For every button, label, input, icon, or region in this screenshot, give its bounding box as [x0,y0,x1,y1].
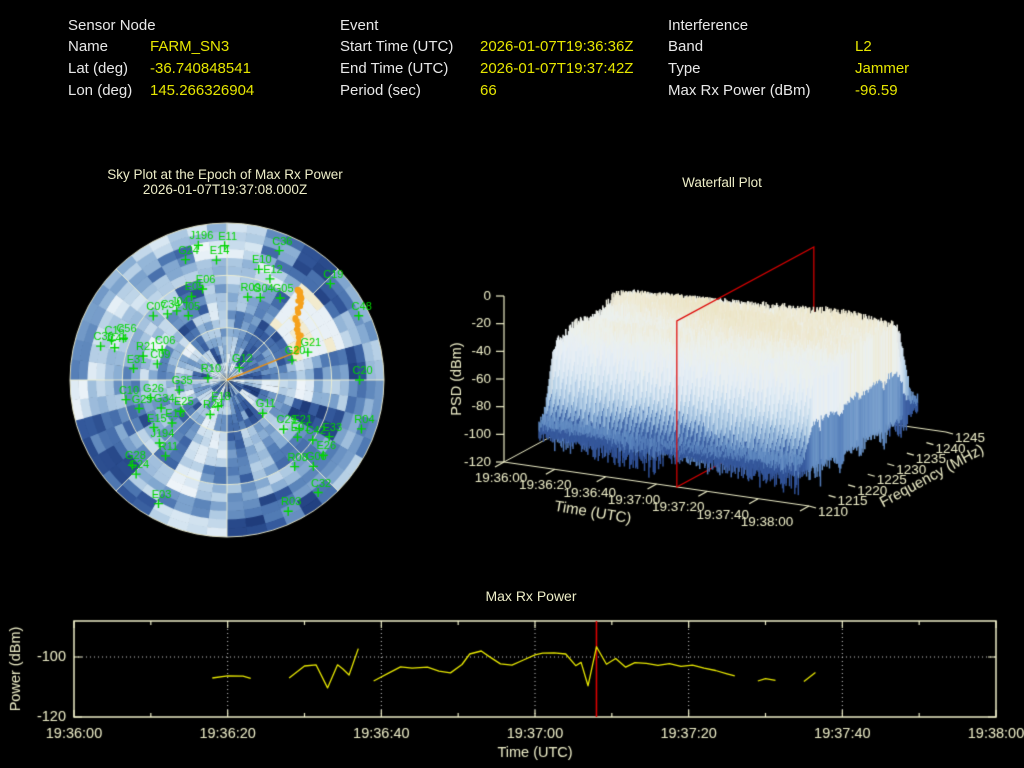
field-label: Lat (deg) [68,60,129,77]
sensor-node-panel-title: Sensor Node [68,17,156,34]
interference-type-row: Type Jammer [668,58,909,80]
field-value: -96.59 [855,82,898,99]
interference-band-row: Band L2 [668,36,909,58]
field-label: End Time (UTC) [340,60,449,77]
field-value: FARM_SN3 [150,38,230,55]
field-label: Name [68,38,109,55]
event-end-row: End Time (UTC) 2026-01-07T19:37:42Z [340,58,633,80]
sensor-lon-row: Lon (deg) 145.266326904 [68,80,254,102]
sky-plot-title-line: Sky Plot at the Epoch of Max Rx Power [107,167,343,182]
field-label: Type [668,60,701,77]
interference-panel: Interference Band L2 Type Jammer Max Rx … [668,15,909,102]
event-panel: Event Start Time (UTC) 2026-01-07T19:36:… [340,15,633,102]
field-value: 66 [480,82,497,99]
field-value: 2026-01-07T19:36:36Z [480,38,634,55]
event-period-row: Period (sec) 66 [340,80,633,102]
event-panel-title: Event [340,17,379,34]
field-value: -36.740848541 [150,60,251,77]
interference-panel-title: Interference [668,17,749,34]
waterfall-plot-title: Waterfall Plot [682,175,762,190]
field-value: L2 [855,38,872,55]
field-label: Band [668,38,704,55]
sky-plot-title: Sky Plot at the Epoch of Max Rx Power 20… [25,167,425,197]
field-label: Start Time (UTC) [340,38,454,55]
field-value: 145.266326904 [150,82,255,99]
field-value: 2026-01-07T19:37:42Z [480,60,634,77]
field-value: Jammer [855,60,910,77]
sensor-lat-row: Lat (deg) -36.740848541 [68,58,254,80]
field-label: Max Rx Power (dBm) [668,82,811,99]
interference-power-row: Max Rx Power (dBm) -96.59 [668,80,909,102]
timeseries-title: Max Rx Power [485,588,577,604]
sensor-node-panel: Sensor Node Name FARM_SN3 Lat (deg) -36.… [68,15,254,102]
field-label: Lon (deg) [68,82,133,99]
event-start-row: Start Time (UTC) 2026-01-07T19:36:36Z [340,36,633,58]
field-label: Period (sec) [340,82,421,99]
sensor-name-row: Name FARM_SN3 [68,36,254,58]
sky-plot-epoch: 2026-01-07T19:37:08.000Z [142,182,308,197]
